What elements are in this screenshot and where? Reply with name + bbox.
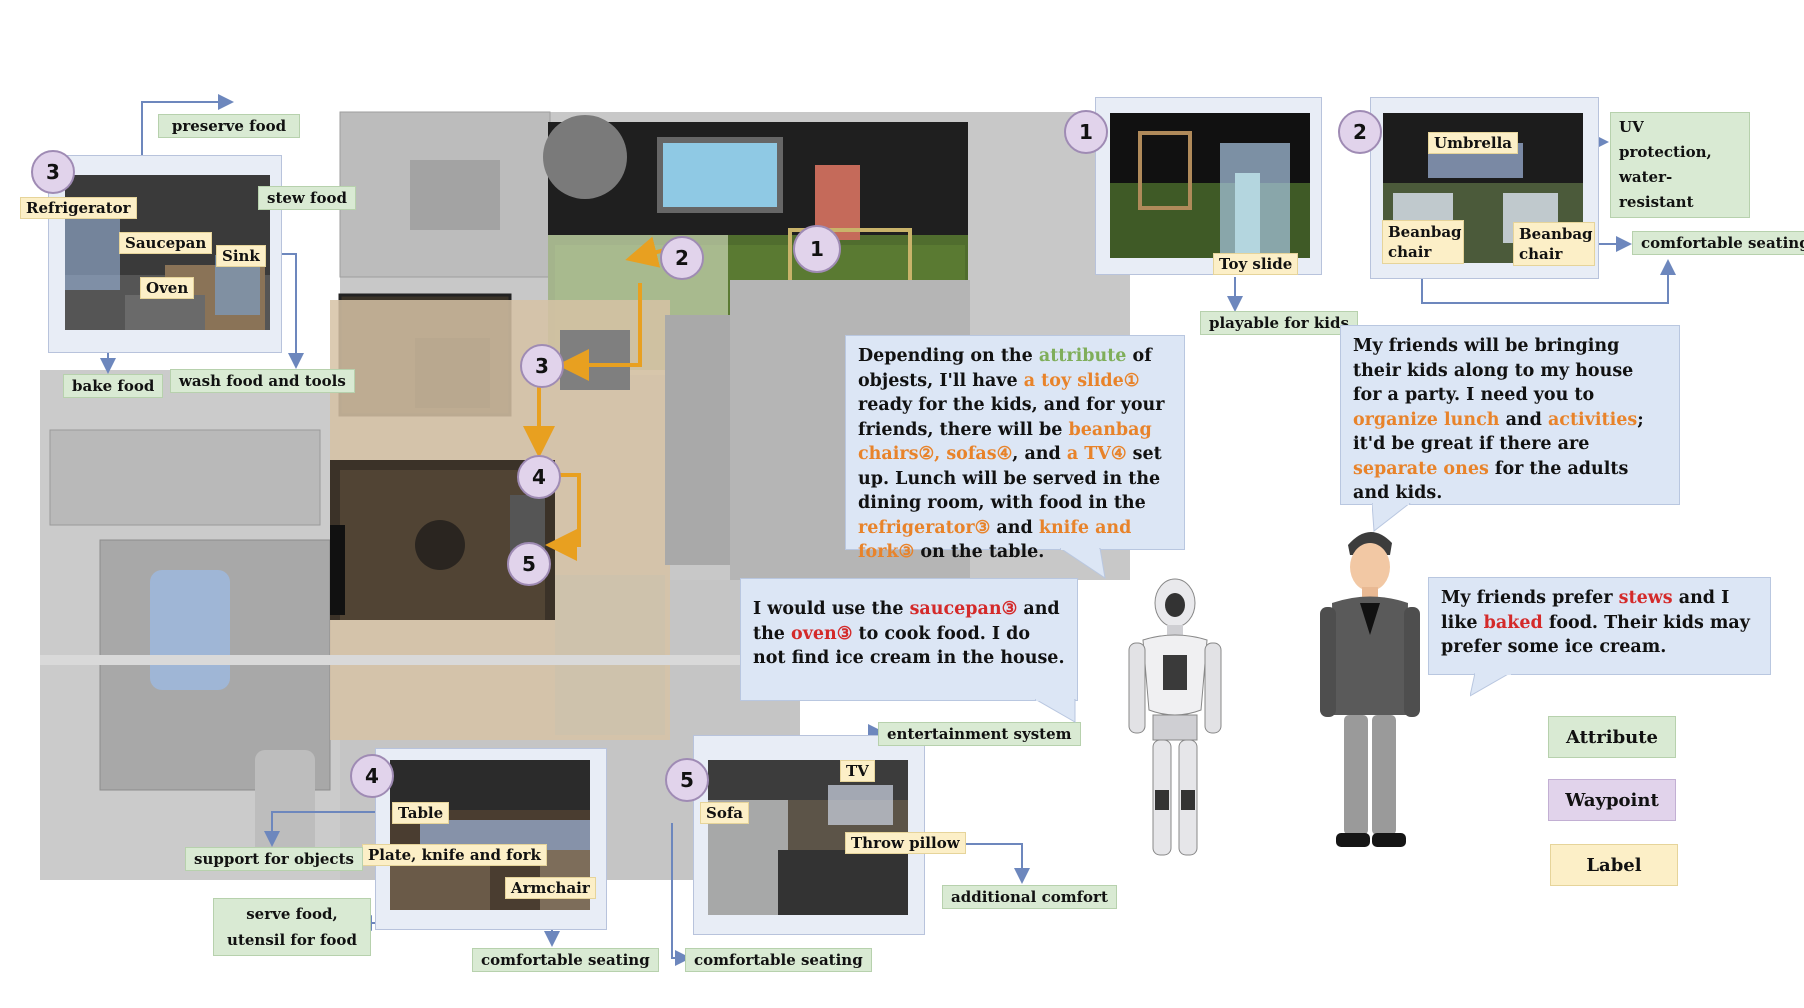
legend-attribute: Attribute bbox=[1548, 716, 1676, 758]
human-pref-stews: stews bbox=[1618, 588, 1673, 608]
robot-cook-oven: oven③ bbox=[791, 623, 853, 644]
robot-plan-toy-slide: a toy slide① bbox=[1023, 370, 1140, 391]
label-throw-pillow: Throw pillow bbox=[845, 832, 966, 854]
label-refrigerator: Refrigerator bbox=[20, 197, 137, 219]
label-beanbag-1: Beanbag chair bbox=[1382, 220, 1464, 264]
robot-plan-bubble: Depending on the attribute of objests, I… bbox=[845, 335, 1185, 562]
robot-cook-bubble: I would use the saucepan③ and the oven③ … bbox=[740, 578, 1078, 701]
attribute-uv: UV protection, water-resistant bbox=[1610, 112, 1750, 218]
human-request-activities: activities bbox=[1547, 409, 1638, 430]
map-waypoint-3: 3 bbox=[520, 344, 564, 388]
label-plate: Plate, knife and fork bbox=[362, 844, 547, 866]
attribute-playable: playable for kids bbox=[1200, 311, 1358, 335]
path-2-to-3 bbox=[557, 283, 642, 381]
human-pref-bubble-tail bbox=[1470, 673, 1512, 697]
robot-plan-bubble-tail bbox=[1060, 548, 1106, 580]
robot-plan-beanbag: beanbag chairs②, bbox=[858, 419, 1152, 465]
panel-1-photo bbox=[1110, 113, 1310, 258]
map-waypoint-5: 5 bbox=[507, 542, 551, 586]
panel-1-waypoint: 1 bbox=[1064, 110, 1108, 154]
robot-plan-text-5: set up. Lunch will be served in the dini… bbox=[858, 444, 1162, 513]
robot-plan-text-1: Depending on the bbox=[858, 346, 1039, 366]
robot-plan-text-2: of objests, I'll have bbox=[858, 346, 1152, 391]
path-4-to-5 bbox=[545, 473, 581, 561]
label-armchair: Armchair bbox=[505, 877, 596, 899]
robot-plan-text-4: , and bbox=[1012, 444, 1067, 464]
attribute-uv-text: UV protection, water-resistant bbox=[1619, 118, 1712, 211]
map-waypoint-1: 1 bbox=[793, 225, 841, 273]
panel-5-waypoint: 5 bbox=[665, 758, 709, 802]
attribute-comfortable-2: comfortable seating bbox=[1632, 231, 1804, 255]
label-beanbag-1-text: Beanbag chair bbox=[1388, 223, 1462, 261]
human-figure bbox=[1310, 525, 1430, 855]
attribute-stew-food: stew food bbox=[258, 186, 357, 210]
label-table: Table bbox=[392, 802, 450, 824]
robot-cook-saucepan: saucepan③ bbox=[909, 599, 1018, 619]
attribute-entertainment: entertainment system bbox=[878, 722, 1081, 746]
attribute-serve-food-text: serve food, utensil for food bbox=[227, 905, 357, 949]
robot-plan-text-3: ready for the kids, and for your friends… bbox=[858, 395, 1165, 440]
label-umbrella: Umbrella bbox=[1428, 132, 1519, 154]
human-request-text-3: ; it'd be great if there are bbox=[1353, 409, 1644, 455]
human-request-separate: separate ones bbox=[1353, 458, 1489, 479]
robot-plan-knife: knife and fork③ bbox=[858, 517, 1132, 563]
robot-cook-text-2: and the bbox=[753, 599, 1060, 644]
robot-cook-text-1: I would use the bbox=[753, 599, 910, 619]
label-sink: Sink bbox=[216, 245, 266, 267]
label-tv: TV bbox=[840, 760, 875, 782]
human-request-text-4: for the adults and kids. bbox=[1353, 458, 1629, 504]
panel-3-waypoint: 3 bbox=[31, 150, 75, 194]
attribute-support: support for objects bbox=[185, 847, 363, 871]
human-pref-text-3: food. Their kids may prefer some ice cre… bbox=[1441, 612, 1750, 658]
human-request-organize: organize lunch bbox=[1353, 409, 1500, 430]
human-request-text-2: and bbox=[1499, 409, 1548, 430]
label-sofa: Sofa bbox=[700, 802, 750, 824]
robot-cook-text-3: to cook food. I do not find ice cream in… bbox=[753, 623, 1065, 669]
robot-plan-tv: a TV④ bbox=[1066, 444, 1127, 464]
attribute-comfortable-4: comfortable seating bbox=[472, 948, 659, 972]
human-pref-text-2: and I like bbox=[1441, 588, 1730, 633]
legend-label: Label bbox=[1550, 844, 1678, 886]
panel-4-waypoint: 4 bbox=[350, 754, 394, 798]
robot-plan-text-7: on the table. bbox=[914, 542, 1045, 562]
robot-plan-attribute: attribute bbox=[1038, 346, 1127, 366]
robot-figure bbox=[1115, 575, 1235, 865]
attribute-wash-food: wash food and tools bbox=[170, 369, 355, 393]
label-oven: Oven bbox=[140, 277, 195, 299]
human-pref-baked: baked bbox=[1483, 612, 1543, 633]
robot-plan-text-6: and bbox=[990, 517, 1039, 538]
human-pref-text-1: My friends prefer bbox=[1441, 588, 1619, 608]
attribute-comfortable-5: comfortable seating bbox=[685, 948, 872, 972]
panel-2-waypoint: 2 bbox=[1338, 110, 1382, 154]
label-toy-slide: Toy slide bbox=[1213, 253, 1299, 275]
robot-cook-bubble-tail bbox=[1035, 699, 1076, 723]
attribute-additional-comfort: additional comfort bbox=[942, 885, 1117, 909]
label-saucepan: Saucepan bbox=[119, 232, 213, 254]
map-waypoint-2: 2 bbox=[660, 236, 704, 280]
label-beanbag-2: Beanbag chair bbox=[1513, 222, 1595, 266]
human-request-bubble: My friends will be bringing their kids a… bbox=[1340, 325, 1680, 505]
attribute-serve-food: serve food, utensil for food bbox=[213, 898, 371, 956]
attribute-bake-food: bake food bbox=[63, 374, 164, 398]
human-request-text-1: My friends will be bringing their kids a… bbox=[1353, 336, 1634, 405]
human-request-bubble-tail bbox=[1372, 503, 1411, 532]
map-waypoint-4: 4 bbox=[517, 455, 561, 499]
attribute-preserve-food: preserve food bbox=[158, 114, 300, 138]
robot-plan-sofas: sofas④ bbox=[946, 444, 1013, 464]
legend-waypoint: Waypoint bbox=[1548, 779, 1676, 821]
human-preference-bubble: My friends prefer stews and I like baked… bbox=[1428, 577, 1771, 675]
robot-plan-refrigerator: refrigerator③ bbox=[858, 517, 991, 538]
label-beanbag-2-text: Beanbag chair bbox=[1519, 225, 1593, 263]
